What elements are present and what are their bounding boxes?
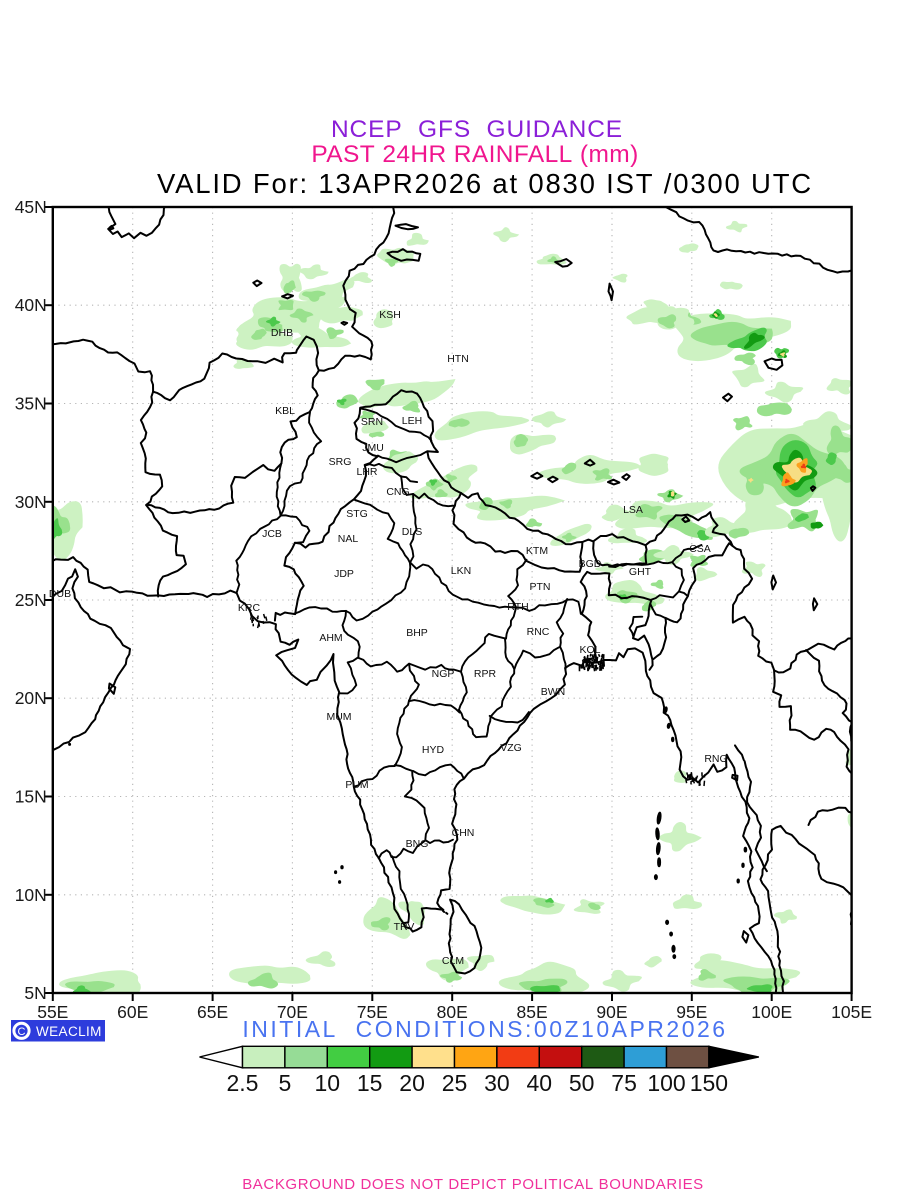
svg-text:2.5: 2.5 xyxy=(227,1070,259,1096)
svg-text:10N: 10N xyxy=(15,885,47,905)
svg-text:AHM: AHM xyxy=(319,632,342,644)
svg-text:INITIAL CONDITIONS:00Z10APR20: INITIAL CONDITIONS:00Z10APR2026 xyxy=(242,1016,727,1042)
svg-text:JMU: JMU xyxy=(362,442,384,454)
svg-text:KBL: KBL xyxy=(275,405,295,417)
svg-text:90E: 90E xyxy=(596,1002,627,1022)
svg-text:15N: 15N xyxy=(15,787,47,807)
svg-text:80E: 80E xyxy=(437,1002,468,1022)
svg-text:LKN: LKN xyxy=(451,565,471,577)
svg-text:JCB: JCB xyxy=(262,528,282,540)
svg-text:40: 40 xyxy=(527,1070,553,1096)
svg-text:PUM: PUM xyxy=(345,779,368,791)
svg-text:25: 25 xyxy=(442,1070,468,1096)
svg-text:15: 15 xyxy=(357,1070,383,1096)
svg-text:DUB: DUB xyxy=(49,588,71,600)
svg-text:RNG: RNG xyxy=(704,753,727,765)
svg-text:25N: 25N xyxy=(15,590,47,610)
svg-text:STG: STG xyxy=(346,508,368,520)
svg-text:50: 50 xyxy=(569,1070,595,1096)
svg-text:95E: 95E xyxy=(676,1002,707,1022)
svg-text:30: 30 xyxy=(484,1070,510,1096)
svg-text:HTN: HTN xyxy=(447,353,469,365)
svg-text:WEACLIM: WEACLIM xyxy=(36,1024,102,1039)
svg-text:LEH: LEH xyxy=(402,415,422,427)
svg-text:NCEP GFS GUIDANCE: NCEP GFS GUIDANCE xyxy=(331,116,623,143)
svg-text:5N: 5N xyxy=(24,983,46,1003)
svg-text:75E: 75E xyxy=(357,1002,388,1022)
svg-text:70E: 70E xyxy=(277,1002,308,1022)
svg-text:35N: 35N xyxy=(15,394,47,414)
svg-text:20N: 20N xyxy=(15,688,47,708)
svg-text:TRV: TRV xyxy=(394,921,415,933)
svg-text:JDP: JDP xyxy=(334,568,354,580)
svg-text:5: 5 xyxy=(279,1070,292,1096)
svg-text:RTH: RTH xyxy=(507,601,528,613)
svg-text:BGD: BGD xyxy=(579,558,602,570)
svg-text:RNC: RNC xyxy=(527,626,550,638)
svg-text:GHT: GHT xyxy=(629,566,652,578)
svg-text:RPR: RPR xyxy=(474,668,497,680)
svg-text:40N: 40N xyxy=(15,295,47,315)
svg-text:100: 100 xyxy=(647,1070,685,1096)
svg-text:BWN: BWN xyxy=(541,686,566,698)
svg-text:100E: 100E xyxy=(751,1002,792,1022)
svg-text:NAL: NAL xyxy=(338,533,359,545)
svg-text:KTM: KTM xyxy=(526,545,548,557)
svg-text:65E: 65E xyxy=(197,1002,228,1022)
svg-text:BACKGROUND DOES NOT DEPICT POL: BACKGROUND DOES NOT DEPICT POLITICAL BOU… xyxy=(242,1176,704,1193)
svg-text:CSA: CSA xyxy=(689,543,711,555)
svg-text:150: 150 xyxy=(690,1070,728,1096)
svg-text:10: 10 xyxy=(315,1070,341,1096)
svg-text:CHN: CHN xyxy=(452,827,475,839)
svg-text:KSH: KSH xyxy=(379,309,401,321)
svg-text:DHB: DHB xyxy=(271,327,293,339)
svg-text:105E: 105E xyxy=(831,1002,872,1022)
svg-text:NGP: NGP xyxy=(432,668,455,680)
svg-text:CNG: CNG xyxy=(386,486,409,498)
svg-text:CLM: CLM xyxy=(442,955,464,967)
svg-text:KRC: KRC xyxy=(238,602,261,614)
svg-text:55E: 55E xyxy=(37,1002,68,1022)
svg-text:45N: 45N xyxy=(15,197,47,217)
svg-text:KOL: KOL xyxy=(579,644,600,656)
svg-text:C: C xyxy=(18,1026,26,1038)
svg-text:LHR: LHR xyxy=(356,466,377,478)
svg-text:DLS: DLS xyxy=(402,526,422,538)
svg-text:60E: 60E xyxy=(117,1002,148,1022)
svg-text:PTN: PTN xyxy=(530,581,551,593)
svg-text:30N: 30N xyxy=(15,492,47,512)
svg-text:VALID For: 13APR2026 at 0830 I: VALID For: 13APR2026 at 0830 IST /0300 U… xyxy=(157,168,813,199)
svg-text:MUM: MUM xyxy=(326,711,351,723)
svg-text:BNG: BNG xyxy=(406,838,429,850)
svg-text:SRN: SRN xyxy=(361,416,383,428)
svg-text:VZG: VZG xyxy=(500,742,522,754)
svg-text:BHP: BHP xyxy=(406,627,428,639)
svg-text:HYD: HYD xyxy=(422,744,445,756)
svg-text:20: 20 xyxy=(399,1070,425,1096)
svg-text:SRG: SRG xyxy=(329,456,352,468)
svg-text:85E: 85E xyxy=(517,1002,548,1022)
svg-text:75: 75 xyxy=(611,1070,637,1096)
svg-text:PAST 24HR RAINFALL (mm): PAST 24HR RAINFALL (mm) xyxy=(311,141,638,168)
svg-text:LSA: LSA xyxy=(623,504,643,516)
